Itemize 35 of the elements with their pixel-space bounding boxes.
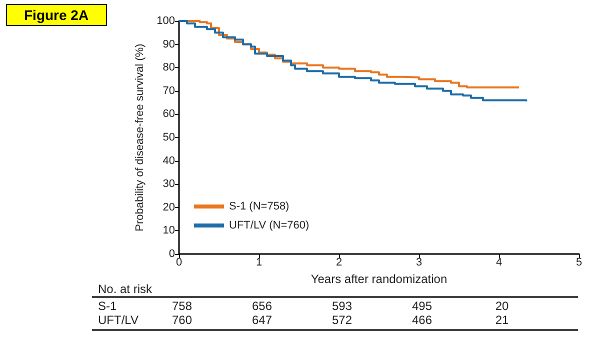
y-axis-title: Probability of disease-free survival (%): [134, 44, 146, 232]
text: 656: [252, 299, 272, 313]
legend-label: UFT/LV (N=760): [229, 220, 310, 232]
y-tick-label: 50: [162, 132, 175, 144]
x-tick-label: 3: [416, 256, 422, 268]
text: 495: [412, 299, 432, 313]
text: 760: [172, 313, 192, 327]
text: No. at risk: [98, 282, 154, 296]
x-tick-label: 4: [496, 256, 502, 268]
text: 20: [495, 299, 509, 313]
text: 572: [332, 313, 352, 327]
y-tick-label: 10: [162, 224, 175, 237]
y-tick-label: 70: [162, 84, 175, 97]
y-tick-label: 100: [156, 15, 175, 27]
text: UFT/LV: [98, 313, 138, 327]
y-tick-label: 0: [168, 248, 175, 260]
y-tick-label: 60: [162, 108, 175, 120]
text: 647: [252, 313, 272, 327]
y-tick-label: 30: [162, 178, 175, 190]
text: S-1: [98, 299, 117, 313]
x-tick-label: 1: [256, 256, 262, 268]
text: Figure 2A: [24, 7, 89, 23]
y-tick-label: 20: [162, 201, 175, 214]
x-axis-title: Years after randomization: [310, 272, 448, 286]
y-tick-label: 90: [162, 38, 175, 50]
y-tick-label: 80: [162, 62, 175, 74]
text: 21: [495, 313, 509, 327]
text: 593: [332, 299, 352, 313]
text: 758: [172, 299, 192, 313]
x-tick-label: 2: [336, 256, 342, 268]
x-tick-label: 0: [176, 256, 182, 268]
text: 466: [412, 313, 432, 327]
y-tick-label: 40: [162, 154, 175, 167]
x-tick-label: 5: [576, 256, 582, 268]
legend-label: S-1 (N=758): [229, 200, 290, 212]
